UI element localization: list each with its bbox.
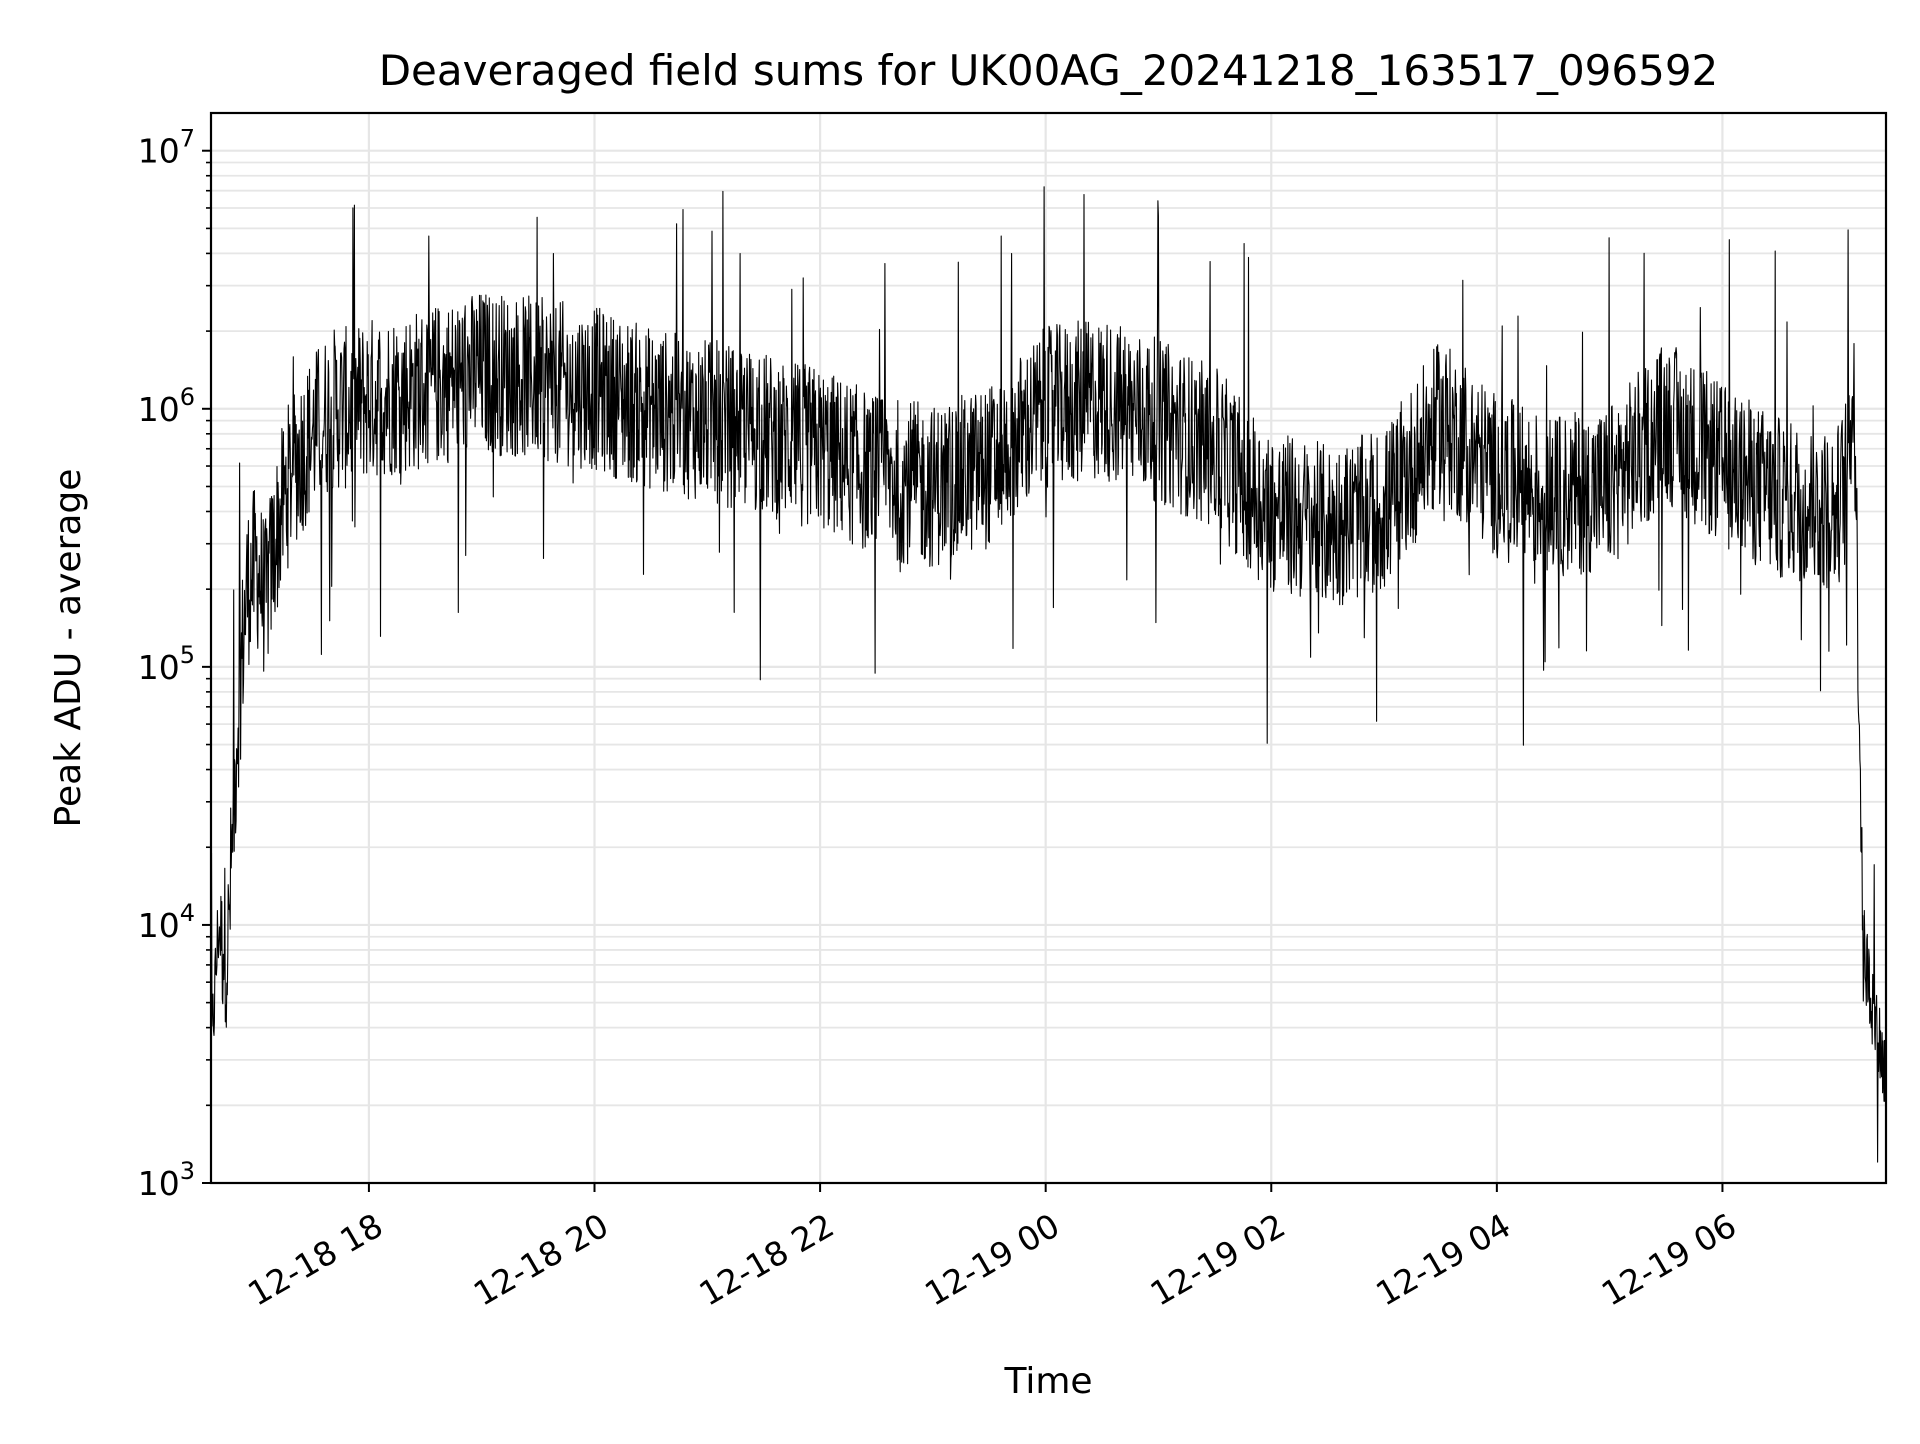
y-tick-label: 103 xyxy=(138,1157,195,1203)
x-axis-label: Time xyxy=(1003,1361,1092,1402)
data-series xyxy=(210,186,1887,1163)
y-tick-label: 106 xyxy=(138,383,195,429)
chart-title: Deaveraged field sums for UK00AG_2024121… xyxy=(379,46,1719,95)
y-tick-label: 105 xyxy=(138,641,195,687)
plot-frame xyxy=(209,111,1888,1185)
series-line xyxy=(210,186,1887,1163)
y-tick-label: 104 xyxy=(138,899,195,945)
y-axis-label: Peak ADU - average xyxy=(48,469,89,828)
